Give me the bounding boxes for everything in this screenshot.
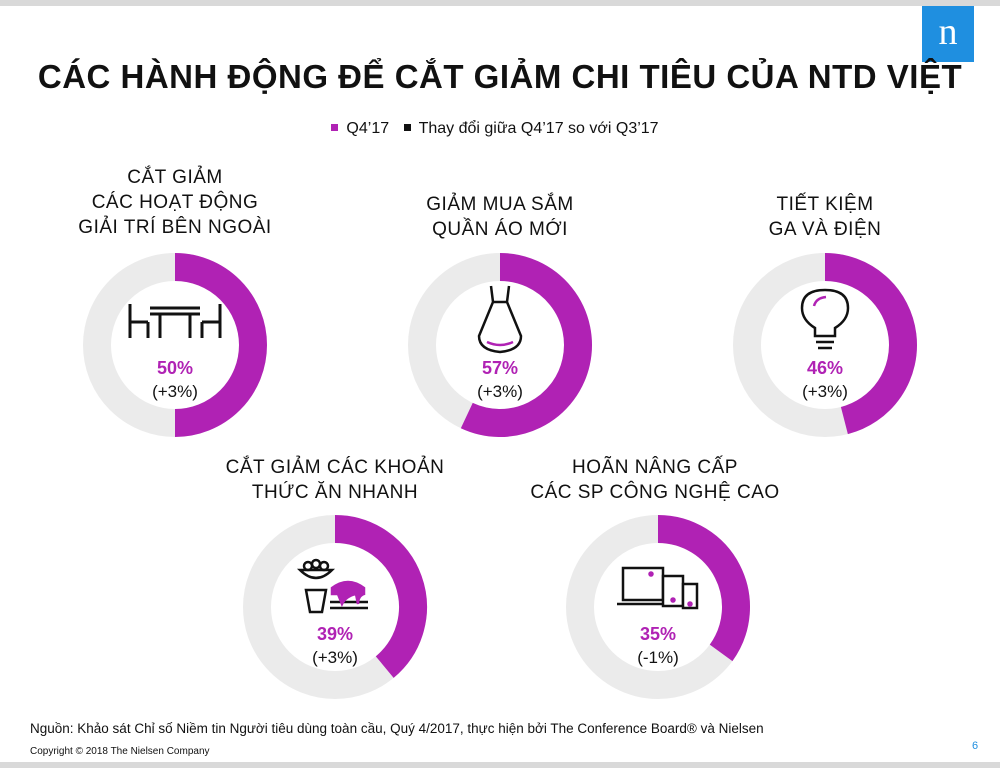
- donut-label-2-line-2: QUẦN ÁO MỚI: [432, 219, 568, 240]
- donut-chart-3: [733, 253, 917, 437]
- donut-arc-5: [657, 515, 750, 662]
- donut-label-5-line-2: CÁC SP CÔNG NGHỆ CAO: [530, 482, 780, 503]
- legend: Q4’17 Thay đổi giữa Q4’17 so với Q3’17: [0, 120, 1000, 138]
- nielsen-logo: n: [922, 6, 974, 62]
- donut-chart-2: [408, 253, 592, 437]
- donut-label-5: HOÃN NÂNG CẤP CÁC SP CÔNG NGHỆ CAO: [500, 455, 810, 505]
- donut-chart-5: [566, 515, 750, 699]
- donut-label-1-line-2: CÁC HOẠT ĐỘNG: [91, 192, 259, 213]
- dress-icon: [477, 285, 523, 354]
- light-bulb-icon: [800, 288, 850, 350]
- donut-chart-1: [83, 253, 267, 437]
- donut-label-4-line-1: CẮT GIẢM CÁC KHOẢN: [225, 457, 445, 478]
- donut-value-5: 35%: [639, 624, 677, 644]
- legend-label-change: Thay đổi giữa Q4’17 so với Q3’17: [418, 120, 659, 137]
- donut-label-4-line-2: THỨC ĂN NHANH: [251, 482, 419, 503]
- legend-item-q4: Q4’17: [331, 120, 389, 138]
- donut-change-3: (+3%): [802, 382, 848, 401]
- legend-item-change: Thay đổi giữa Q4’17 so với Q3’17: [403, 120, 659, 138]
- donut-label-1-line-1: CẮT GIẢM: [127, 167, 223, 188]
- donut-arc-4: [334, 515, 427, 678]
- donut-change-2: (+3%): [477, 382, 523, 401]
- donut-label-3: TIẾT KIỆM GA VÀ ĐIỆN: [705, 192, 945, 242]
- donut-label-3-line-1: TIẾT KIỆM: [776, 194, 874, 215]
- donut-label-2: GIẢM MUA SẮM QUẦN ÁO MỚI: [380, 192, 620, 242]
- donut-arc-2: [460, 253, 592, 437]
- donut-label-3-line-2: GA VÀ ĐIỆN: [768, 219, 882, 240]
- donut-arc-1: [174, 253, 267, 437]
- donut-arc-3: [824, 253, 917, 435]
- legend-swatch-change: [403, 124, 411, 131]
- page-title: CÁC HÀNH ĐỘNG ĐỂ CẮT GIẢM CHI TIÊU CỦA N…: [37, 58, 963, 95]
- devices-icon: [617, 566, 699, 610]
- table-chairs-icon: [128, 304, 222, 338]
- donut-label-4: CẮT GIẢM CÁC KHOẢN THỨC ĂN NHANH: [190, 455, 480, 505]
- donut-value-4: 39%: [316, 624, 354, 644]
- source-note: Nguồn: Khảo sát Chỉ số Niềm tin Người ti…: [30, 721, 764, 736]
- top-bar: [0, 0, 1000, 6]
- donut-chart-4: [243, 515, 427, 699]
- bottom-bar: [0, 762, 1000, 768]
- donut-change-4: (+3%): [312, 648, 358, 667]
- donut-label-1-line-3: GIẢI TRÍ BÊN NGOÀI: [78, 217, 272, 238]
- page-number: 6: [972, 740, 979, 752]
- donut-change-1: (+3%): [152, 382, 198, 401]
- donut-label-5-line-1: HOÃN NÂNG CẤP: [572, 457, 738, 478]
- donut-value-3: 46%: [806, 358, 844, 378]
- legend-swatch-q4: [331, 124, 339, 131]
- donut-value-2: 57%: [481, 358, 519, 378]
- donut-label-2-line-1: GIẢM MUA SẮM: [426, 194, 574, 215]
- donut-label-1: CẮT GIẢM CÁC HOẠT ĐỘNG GIẢI TRÍ BÊN NGOÀ…: [55, 165, 295, 240]
- donut-value-1: 50%: [156, 358, 194, 378]
- donut-change-5: (-1%): [637, 648, 679, 667]
- legend-label-q4: Q4’17: [346, 120, 390, 137]
- copyright: Copyright © 2018 The Nielsen Company: [30, 746, 210, 757]
- fast-food-icon: [296, 558, 368, 614]
